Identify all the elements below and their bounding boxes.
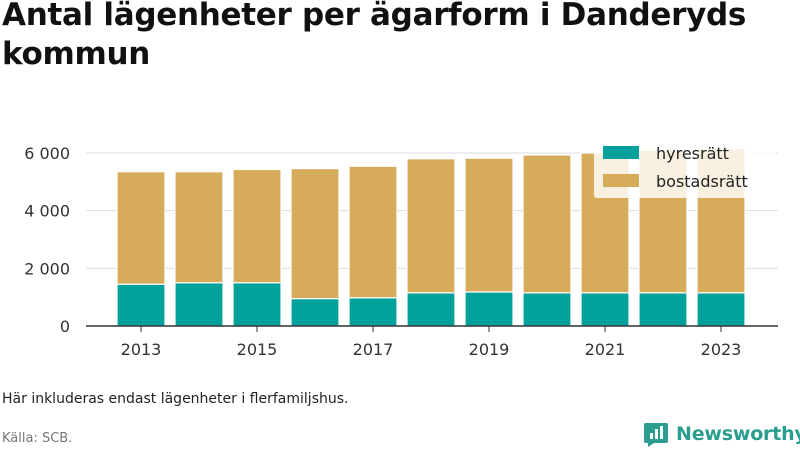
bar-bostadsratt-2019	[464, 157, 514, 293]
bar-hyresratt-2017	[348, 297, 398, 327]
y-tick-label: 0	[60, 317, 70, 336]
y-tick-label: 4 000	[24, 202, 70, 221]
newsworthy-logo: Newsworthy	[644, 420, 800, 448]
bar-hyresratt-2020	[522, 292, 572, 327]
x-tick-label: 2013	[121, 340, 162, 359]
source-note: Källa: SCB.	[2, 431, 73, 446]
bar-bostadsratt-2018	[406, 158, 456, 294]
legend-swatch	[603, 146, 639, 159]
bar-bostadsratt-2017	[348, 165, 398, 299]
bar-bostadsratt-2014	[174, 171, 224, 284]
legend-box	[594, 137, 776, 198]
x-tick-label: 2019	[469, 340, 510, 359]
bar-bostadsratt-2016	[290, 167, 340, 300]
bar-hyresratt-2021	[580, 292, 630, 327]
legend-label: bostadsrätt	[656, 172, 748, 191]
x-tick-label: 2017	[353, 340, 394, 359]
bar-hyresratt-2016	[290, 298, 340, 327]
bar-hyresratt-2022	[638, 292, 688, 327]
bar-hyresratt-2019	[464, 291, 514, 327]
x-tick-label: 2023	[701, 340, 742, 359]
bar-hyresratt-2018	[406, 292, 456, 327]
bar-hyresratt-2014	[174, 282, 224, 327]
legend-swatch	[603, 174, 639, 187]
bar-bostadsratt-2015	[232, 168, 282, 284]
newsworthy-logo-text: Newsworthy	[676, 423, 800, 445]
axes: 0 2 000 4 000 6 000 2013 2015 2017 2019 2021 2023	[24, 144, 778, 359]
legend: hyresrätt bostadsrätt	[594, 137, 776, 198]
x-tick-label: 2021	[585, 340, 626, 359]
bar-bostadsratt-2020	[522, 154, 572, 294]
bar-bostadsratt-2013	[116, 171, 166, 285]
bars	[116, 148, 746, 327]
y-tick-label: 6 000	[24, 144, 70, 163]
chart-title: Antal lägenheter per ägarform i Danderyd…	[2, 0, 747, 72]
bar-hyresratt-2015	[232, 282, 282, 327]
legend-label: hyresrätt	[656, 144, 729, 163]
chart-note: Här inkluderas endast lägenheter i flerf…	[2, 391, 349, 407]
newsworthy-logo-icon	[644, 423, 668, 447]
bar-hyresratt-2023	[696, 292, 746, 327]
x-tick-label: 2015	[237, 340, 278, 359]
bar-hyresratt-2013	[116, 283, 166, 327]
y-tick-label: 2 000	[24, 259, 70, 278]
